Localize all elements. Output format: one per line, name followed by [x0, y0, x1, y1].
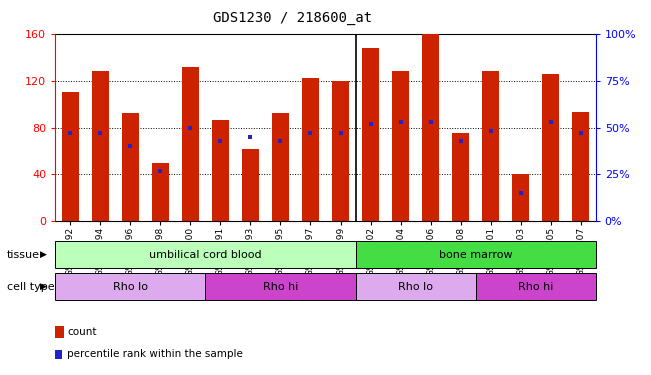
Bar [542, 74, 559, 221]
Bar [476, 273, 596, 300]
Bar [212, 120, 229, 221]
Bar [206, 273, 355, 300]
Bar [182, 67, 199, 221]
Bar [355, 273, 476, 300]
Bar [62, 92, 79, 221]
Bar [355, 241, 596, 268]
Text: Rho lo: Rho lo [398, 282, 433, 291]
Bar [242, 148, 258, 221]
Text: ▶: ▶ [40, 250, 48, 259]
Text: GDS1230 / 218600_at: GDS1230 / 218600_at [214, 11, 372, 25]
Bar [482, 71, 499, 221]
Bar [332, 81, 349, 221]
Bar [572, 112, 589, 221]
Bar [362, 48, 379, 221]
Bar [422, 34, 439, 221]
Bar [452, 134, 469, 221]
Bar [272, 113, 289, 221]
Bar [393, 71, 409, 221]
Bar [302, 78, 319, 221]
Text: cell type: cell type [7, 282, 54, 291]
Bar [512, 174, 529, 221]
Text: percentile rank within the sample: percentile rank within the sample [67, 350, 243, 359]
Bar [122, 113, 139, 221]
Bar [55, 273, 206, 300]
Text: bone marrow: bone marrow [439, 250, 512, 259]
Text: Rho hi: Rho hi [263, 282, 298, 291]
Text: Rho lo: Rho lo [113, 282, 148, 291]
Text: tissue: tissue [7, 250, 40, 259]
Text: umbilical cord blood: umbilical cord blood [149, 250, 262, 259]
Text: Rho hi: Rho hi [518, 282, 553, 291]
Text: ▶: ▶ [40, 282, 48, 291]
Bar [55, 241, 355, 268]
Bar [92, 71, 109, 221]
Text: count: count [67, 327, 96, 337]
Bar [152, 163, 169, 221]
